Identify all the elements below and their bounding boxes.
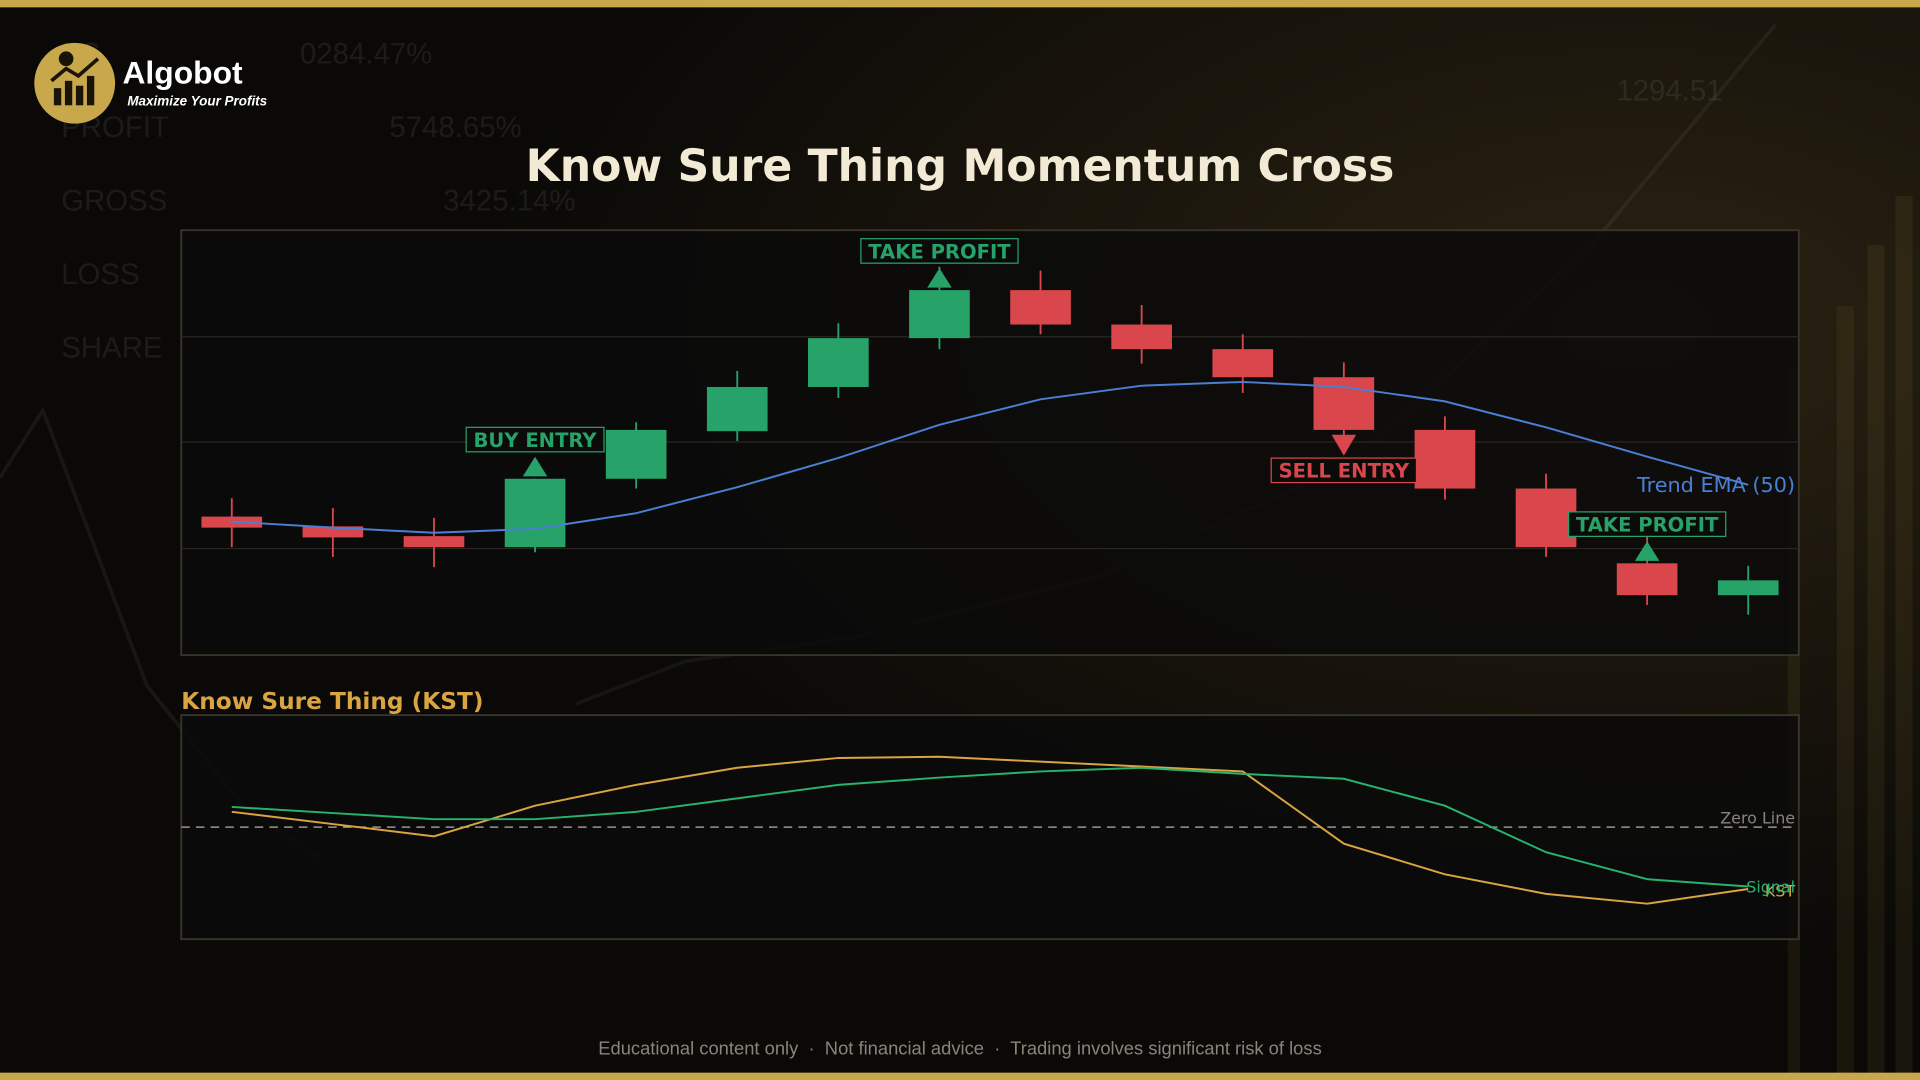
series-label: Trend EMA (50) [1636, 473, 1795, 497]
signal-arrow [1331, 434, 1357, 456]
brand-name: Algobot [122, 54, 243, 90]
background-text: SHARE [61, 332, 162, 365]
panel-title: Know Sure Thing (KST) [181, 688, 483, 715]
signal-label: TAKE PROFIT [1576, 513, 1719, 536]
candle-body [1414, 429, 1476, 489]
footer: Educational content only · Not financial… [598, 1037, 1322, 1058]
background-text: 3425.14% [443, 185, 575, 218]
background-text: LOSS [61, 258, 139, 291]
top-bar [0, 0, 1920, 8]
signal-label: SELL ENTRY [1279, 460, 1410, 483]
background-text: 5748.65% [389, 111, 521, 144]
candle-body [302, 526, 364, 538]
signal-box [860, 238, 1019, 264]
signal-box [1270, 457, 1418, 484]
signal-arrow [927, 268, 952, 288]
series-label: KST [1765, 881, 1796, 900]
signal-label: TAKE PROFIT [868, 240, 1011, 263]
signal-box [1567, 511, 1727, 537]
logo-badge [34, 42, 116, 124]
candle-body [403, 536, 465, 548]
signal-label: BUY ENTRY [474, 429, 598, 452]
series-label: Signal [1746, 878, 1795, 897]
candle-body [808, 338, 869, 387]
candle-body [706, 386, 768, 432]
signal-box [465, 426, 605, 453]
candle-body [1212, 349, 1274, 378]
brand-tagline: Maximize Your Profits [127, 93, 267, 108]
candle-body [504, 478, 566, 548]
candle-body [605, 429, 667, 479]
background-text: 1294.51 [1616, 74, 1722, 107]
background-text: 0284.47% [300, 38, 432, 71]
zero-line-label: Zero Line [1720, 808, 1795, 827]
candle-body [1515, 488, 1577, 548]
candle-body [1010, 290, 1071, 325]
background-text: GROSS [61, 185, 167, 218]
logo-icon [50, 51, 100, 106]
candle-body [1717, 580, 1779, 596]
line-series [231, 755, 1749, 905]
candle-body [909, 290, 970, 339]
signal-arrow [522, 456, 548, 477]
line-series [231, 380, 1749, 534]
line-series [231, 766, 1749, 888]
logo: Algobot Maximize Your Profits [34, 42, 268, 124]
chart-title: Know Sure Thing Momentum Cross [526, 141, 1395, 192]
bottom-bar [0, 1072, 1920, 1080]
candle-body [1616, 563, 1678, 596]
signal-arrow [1634, 541, 1660, 561]
candle-body [1111, 324, 1172, 350]
